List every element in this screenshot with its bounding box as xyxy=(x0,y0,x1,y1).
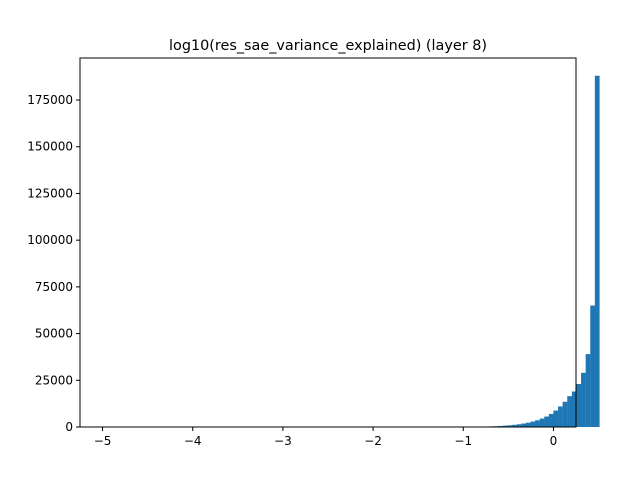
x-tick-label: −1 xyxy=(454,434,472,448)
y-tick-label: 75000 xyxy=(35,280,73,294)
histogram-bar xyxy=(553,410,559,427)
x-tick-label: −2 xyxy=(364,434,382,448)
y-tick-label: 25000 xyxy=(35,373,73,387)
y-tick-label: 50000 xyxy=(35,327,73,341)
histogram-bar xyxy=(558,406,563,427)
histogram-bar xyxy=(544,416,550,427)
histogram-bar xyxy=(548,413,554,427)
y-tick-label: 100000 xyxy=(27,233,73,247)
histogram-bar xyxy=(562,401,568,427)
y-tick-label: 0 xyxy=(65,420,73,434)
plot-frame xyxy=(79,57,577,428)
x-tick-label: −4 xyxy=(184,434,202,448)
histogram-bar xyxy=(594,75,600,427)
y-axis: 0 25000 50000 75000 100000 125000 150000 175000 xyxy=(27,93,80,434)
x-tick-label: 0 xyxy=(550,434,558,448)
histogram-bar xyxy=(567,396,572,427)
histogram-bar xyxy=(516,424,522,427)
y-tick-label: 125000 xyxy=(27,186,73,200)
x-axis: −5 −4 −3 −2 −1 0 xyxy=(94,427,558,448)
histogram-bar xyxy=(581,372,586,427)
histogram-bar xyxy=(576,384,582,427)
histogram-bar xyxy=(525,422,531,427)
histogram-bar xyxy=(571,391,577,427)
histogram-bar xyxy=(535,420,540,427)
histogram-bar xyxy=(502,425,508,427)
x-tick-label: −5 xyxy=(94,434,112,448)
histogram-bar xyxy=(521,423,527,427)
y-tick-label: 175000 xyxy=(27,93,73,107)
chart-title: log10(res_sae_variance_explained) (layer… xyxy=(169,38,487,54)
histogram-bar xyxy=(507,425,513,427)
histogram-bars xyxy=(461,75,600,427)
histogram-bar xyxy=(539,418,545,427)
histogram-bar xyxy=(512,424,517,427)
histogram-bar xyxy=(585,354,591,427)
histogram-bar xyxy=(530,421,536,427)
histogram-bar xyxy=(498,425,504,427)
histogram-bar xyxy=(590,305,595,427)
y-tick-label: 150000 xyxy=(27,140,73,154)
x-tick-label: −3 xyxy=(274,434,292,448)
